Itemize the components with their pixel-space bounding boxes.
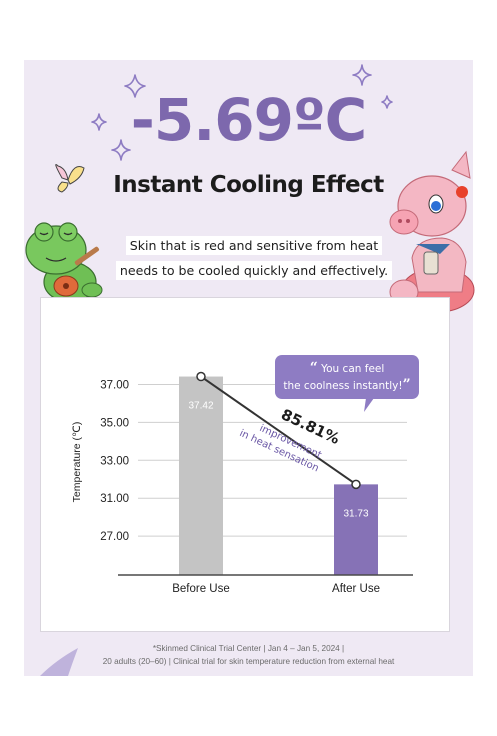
sparkle-icon [352,64,372,86]
footnote-line-1: *Skinmed Clinical Trial Center | Jan 4 –… [152,644,345,653]
close-quote: ” [402,377,411,393]
y-tick-label: 35.00 [100,417,129,429]
x-tick-label: After Use [332,583,380,595]
y-axis-label: Temperature (℃) [71,422,83,503]
connector-point [351,479,361,490]
connector-line [200,375,357,486]
butterfly-icon [55,164,85,193]
sparkle-icon [111,139,131,161]
callout-line-1: You can feel [321,363,385,375]
connector-point [196,371,206,382]
callout-tail [364,398,374,412]
sparkle-icon [91,113,107,131]
callout-line-2: the coolness instantly! [283,380,403,392]
swoosh-decoration [40,648,78,676]
sparkle-icon [381,95,393,109]
sparkle-icon [124,74,146,98]
open-quote: “ [309,360,318,376]
data-label: 37.42 [188,401,213,412]
callout-bubble: “ You can feel the coolness instantly!” [275,355,419,399]
footnote-line-2: 20 adults (20–60) | Clinical trial for s… [102,657,395,666]
y-tick-label: 27.00 [100,531,129,543]
y-tick-label: 37.00 [100,380,129,392]
y-tick-label: 31.00 [100,493,129,505]
y-tick-label: 33.00 [100,455,129,467]
bar [334,484,378,575]
headline-temperature: -5.69ºC [130,86,367,154]
bar [179,376,223,575]
frog-mascot-icon [25,222,103,303]
data-label: 31.73 [343,508,368,519]
description-line-2: needs to be cooled quickly and effective… [115,261,393,280]
chart-card [40,297,450,632]
description: Skin that is red and sensitive from heat… [104,233,404,283]
description-line-1: Skin that is red and sensitive from heat [125,236,383,255]
x-tick-label: Before Use [172,583,230,595]
subheading: Instant Cooling Effect [113,172,384,198]
